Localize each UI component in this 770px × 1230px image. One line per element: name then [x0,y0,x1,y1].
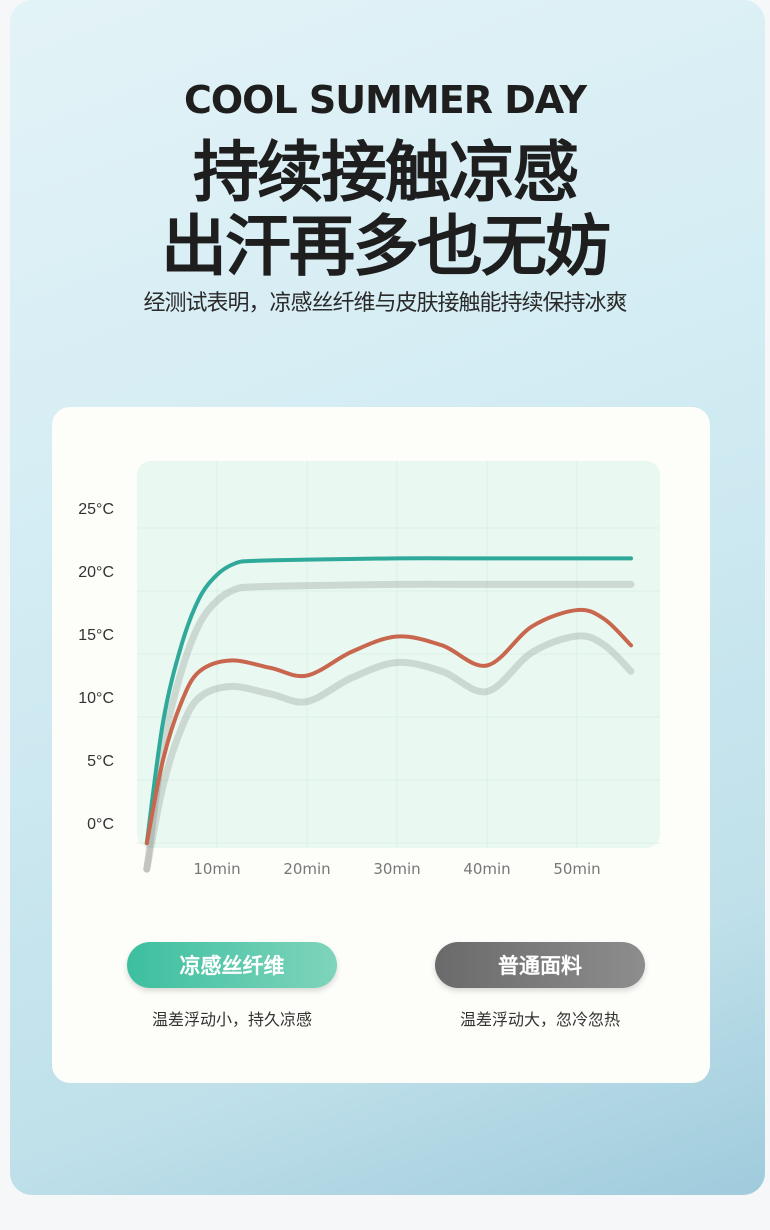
series-line-regular-fabric [144,607,633,846]
y-tick-label: 25°C [78,501,114,518]
y-tick-label: 20°C [78,564,114,581]
x-tick-label: 40min [463,860,510,878]
legend-cool-fiber: 凉感丝纤维 [127,942,337,988]
series-shadow [143,632,635,873]
series-shadow [143,580,635,873]
y-tick-label: 5°C [87,753,114,770]
legend-label: 凉感丝纤维 [179,954,285,978]
legend-label: 普通面料 [498,954,582,978]
series-line-cool-fiber [144,556,633,846]
y-tick-label: 0°C [87,816,114,833]
x-tick-label: 10min [193,860,240,878]
legend-caption: 温差浮动小，持久凉感 [151,1010,312,1029]
legend-regular-fabric: 普通面料 [435,942,645,988]
y-tick-label: 10°C [78,690,114,707]
y-tick-label: 15°C [78,627,114,644]
legend-caption: 温差浮动大，忽冷忽热 [459,1010,620,1029]
english-title: COOL SUMMER DAY [183,78,587,122]
chinese-title-line2: 出汗再多也无妨 [161,208,611,285]
chinese-title-line1: 持续接触凉感 [193,134,579,211]
x-tick-label: 50min [553,860,600,878]
temperature-chart: 0°C 5°C 10°C 15°C 20°C 25°C 10min 20min 30min 40m… [78,461,660,878]
x-tick-label: 20min [283,860,330,878]
x-tick-label: 30min [373,860,420,878]
subtitle: 经测试表明，凉感丝纤维与皮肤接触能持续保持冰爽 [143,291,627,316]
